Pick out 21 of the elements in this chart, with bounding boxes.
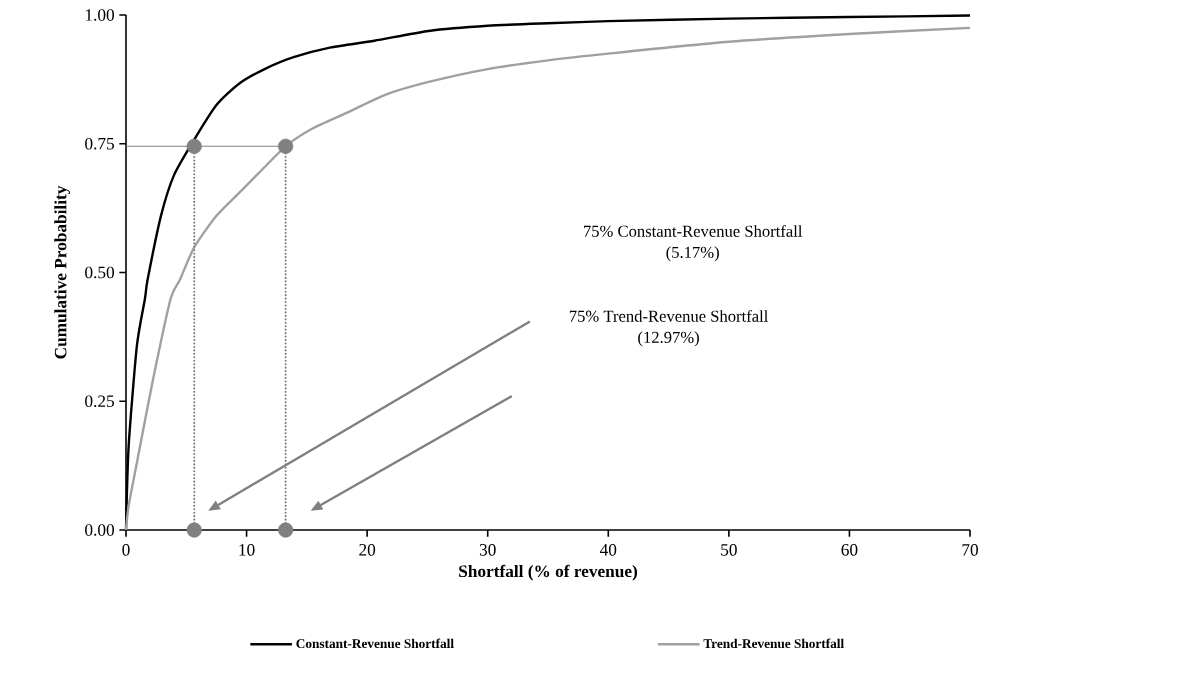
- y-tick-label: 0.50: [85, 266, 115, 279]
- annotation: (5.17%): [666, 246, 719, 262]
- legend-label: Constant-Revenue Shortfall: [296, 638, 454, 649]
- x-tick-label: 20: [359, 544, 376, 556]
- x-axis-title: Shortfall (% of revenue): [459, 564, 638, 581]
- x-tick-label: 30: [479, 544, 496, 556]
- annotation: (12.97%): [638, 331, 699, 347]
- y-tick-label: 0.75: [85, 137, 114, 150]
- x-tick-label: 50: [721, 544, 737, 556]
- y-tick-label: 1.00: [85, 9, 115, 21]
- y-tick-label: 0.00: [85, 524, 115, 536]
- annotation: 75% Constant-Revenue Shortfall: [584, 225, 803, 237]
- x-tick-label: 40: [599, 544, 617, 556]
- x-tick-label: 70: [962, 544, 978, 556]
- y-tick-label: 0.25: [85, 395, 114, 408]
- legend-label: Trend-Revenue Shortfall: [703, 638, 844, 649]
- x-tick-label: 60: [841, 544, 858, 556]
- annotation: 75% Trend-Revenue Shortfall: [569, 309, 768, 322]
- y-axis-title: Cumulative Probability: [54, 185, 71, 359]
- x-tick-label: 0: [122, 544, 130, 556]
- x-tick-label: 10: [239, 544, 255, 556]
